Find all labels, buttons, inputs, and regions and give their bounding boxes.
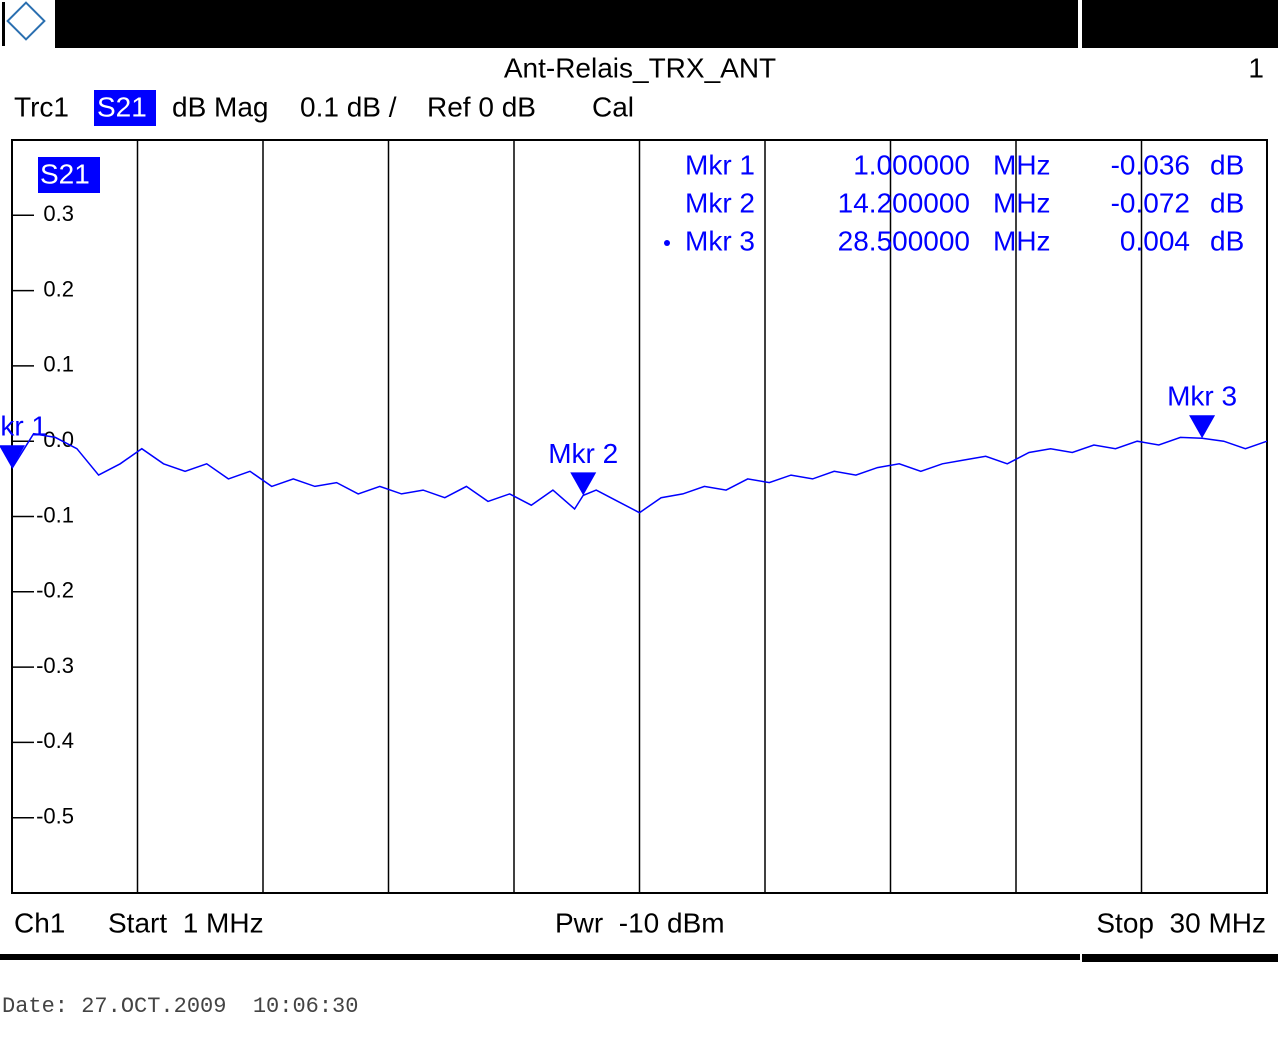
marker-label: Mkr 1 [0,411,47,442]
vertical-grid [136,140,1143,893]
logo-edge [2,2,5,46]
marker-table-name: Mkr 3 [685,225,755,256]
marker-triangle [570,472,597,496]
logo [6,1,46,41]
title: Ant-Relais_TRX_ANT [504,52,776,83]
y-tick-label: -0.4 [36,728,74,753]
marker-table-freq-unit: MHz [993,187,1051,218]
channel: Ch1 [14,907,65,938]
param: S21 [97,91,147,122]
marker-table-freq-unit: MHz [993,225,1051,256]
active-marker-dot [664,240,670,246]
marker-table-unit: dB [1210,149,1244,180]
marker-table-freq-unit: MHz [993,149,1051,180]
top-bar-right [1082,0,1278,48]
date: Date: 27.OCT.2009 10:06:30 [2,994,358,1019]
marker-label: Mkr 3 [1167,381,1237,412]
marker-table-freq: 1.000000 [853,149,970,180]
stop-freq: Stop 30 MHz [1096,907,1266,938]
y-tick-label: 0.2 [43,276,74,301]
y-tick-label: 0.1 [43,352,74,377]
marker-table-freq: 28.500000 [838,225,970,256]
marker-label: Mkr 2 [548,438,618,469]
y-tick-label: -0.3 [36,653,74,678]
format: dB Mag [172,91,269,122]
y-tick-label: 0.3 [43,201,74,226]
param-badge-bg [94,90,156,126]
y-tick-label: -0.2 [36,578,74,603]
marker-table-name: Mkr 1 [685,149,755,180]
y-tick-label: -0.1 [36,502,74,527]
reference: Ref 0 dB [427,91,536,122]
marker-triangle [1189,415,1216,439]
marker-table-unit: dB [1210,225,1244,256]
bottom-bar-right [1082,954,1278,962]
screen-number: 1 [1248,52,1264,83]
marker-table-freq: 14.200000 [838,187,970,218]
trace-line [11,432,1268,514]
trace-name: Trc1 [14,91,69,122]
top-bar [55,0,1078,48]
scale: 0.1 dB / [300,91,397,122]
bottom-bar [0,954,1080,960]
marker-table-value: 0.004 [1120,225,1190,256]
power: Pwr -10 dBm [555,907,725,938]
marker-table-value: -0.036 [1111,149,1190,180]
trace-badge-bg [38,157,100,193]
marker-triangle [0,445,25,469]
y-tick-label: -0.5 [36,804,74,829]
marker-table-name: Mkr 2 [685,187,755,218]
marker-table-unit: dB [1210,187,1244,218]
cal: Cal [592,91,634,122]
marker-table-value: -0.072 [1111,187,1190,218]
trace-badge: S21 [40,158,90,189]
start-freq: Start 1 MHz [108,907,264,938]
